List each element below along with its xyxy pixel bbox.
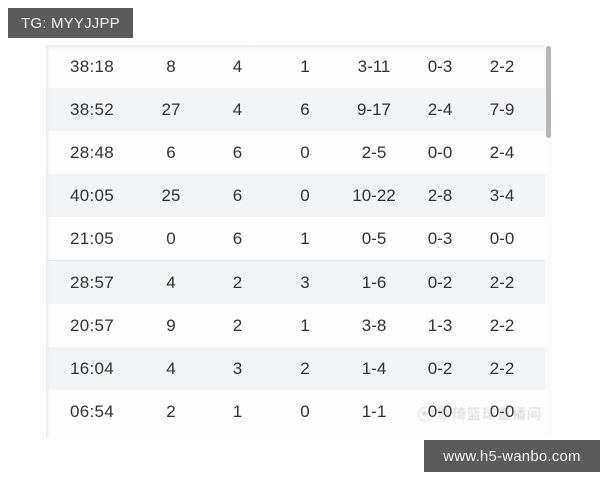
cell-ft: 0-0 bbox=[471, 217, 533, 261]
stats-table-panel[interactable]: 38:188413-110-32-2038:5227469-172-47-912… bbox=[46, 45, 552, 438]
cell-ast: 2 bbox=[271, 347, 339, 390]
cell-pts: 4 bbox=[138, 347, 204, 390]
cell-ft: 2-2 bbox=[471, 347, 533, 390]
cell-reb: 2 bbox=[204, 260, 271, 304]
cell-ast: 6 bbox=[271, 88, 339, 131]
panel-left-edge bbox=[46, 45, 50, 438]
cell-pts: 4 bbox=[138, 260, 204, 304]
panel-top-edge bbox=[46, 45, 552, 50]
cell-3p: 1-3 bbox=[409, 304, 471, 347]
cell-3p: 0-2 bbox=[409, 260, 471, 304]
cell-ast: 3 bbox=[271, 260, 339, 304]
cell-ast: 1 bbox=[271, 304, 339, 347]
cell-reb: 4 bbox=[204, 88, 271, 131]
cell-ft: 2-2 bbox=[471, 304, 533, 347]
cell-reb: 2 bbox=[204, 304, 271, 347]
cell-pts: 27 bbox=[138, 88, 204, 131]
cell-fg: 9-17 bbox=[339, 88, 409, 131]
cell-min: 28:48 bbox=[46, 131, 138, 174]
cell-fg: 3-8 bbox=[339, 304, 409, 347]
cell-fg: 0-5 bbox=[339, 217, 409, 261]
cell-reb: 3 bbox=[204, 347, 271, 390]
cell-fg: 1-1 bbox=[339, 390, 409, 433]
cell-3p: 0-3 bbox=[409, 217, 471, 261]
cell-pts: 0 bbox=[138, 217, 204, 261]
cell-min: 21:05 bbox=[46, 217, 138, 261]
cell-3p: 2-4 bbox=[409, 88, 471, 131]
cell-fg: 3-11 bbox=[339, 45, 409, 88]
cell-fg: 1-6 bbox=[339, 260, 409, 304]
cell-3p: 0-2 bbox=[409, 347, 471, 390]
cell-min: 06:54 bbox=[46, 390, 138, 433]
cell-3p: 0-0 bbox=[409, 390, 471, 433]
cell-3p: 2-8 bbox=[409, 174, 471, 217]
vertical-scrollbar-track[interactable] bbox=[545, 45, 552, 438]
cell-pts: 2 bbox=[138, 390, 204, 433]
cell-ft: 0-0 bbox=[471, 390, 533, 433]
cell-ft: 7-9 bbox=[471, 88, 533, 131]
cell-fg: 10-22 bbox=[339, 174, 409, 217]
cell-3p: 0-0 bbox=[409, 131, 471, 174]
vertical-scrollbar-thumb[interactable] bbox=[546, 46, 551, 138]
cell-ast: 1 bbox=[271, 217, 339, 261]
cell-reb: 6 bbox=[204, 217, 271, 261]
cell-min: 38:52 bbox=[46, 88, 138, 131]
cell-min: 38:18 bbox=[46, 45, 138, 88]
cell-min: 40:05 bbox=[46, 174, 138, 217]
cell-min: 28:57 bbox=[46, 260, 138, 304]
cell-pts: 6 bbox=[138, 131, 204, 174]
stats-table-body: 38:188413-110-32-2038:5227469-172-47-912… bbox=[46, 45, 552, 433]
cell-ft: 2-2 bbox=[471, 260, 533, 304]
cell-min: 20:57 bbox=[46, 304, 138, 347]
cell-reb: 6 bbox=[204, 131, 271, 174]
cell-reb: 4 bbox=[204, 45, 271, 88]
cell-pts: 25 bbox=[138, 174, 204, 217]
cell-reb: 1 bbox=[204, 390, 271, 433]
cell-ast: 0 bbox=[271, 174, 339, 217]
player-stats-table: 38:188413-110-32-2038:5227469-172-47-912… bbox=[46, 45, 552, 433]
cell-ft: 2-2 bbox=[471, 45, 533, 88]
telegram-handle-badge: TG: MYYJJPP bbox=[8, 8, 133, 38]
cell-ft: 2-4 bbox=[471, 131, 533, 174]
cell-3p: 0-3 bbox=[409, 45, 471, 88]
cell-pts: 8 bbox=[138, 45, 204, 88]
cell-reb: 6 bbox=[204, 174, 271, 217]
site-url-badge: www.h5-wanbo.com bbox=[424, 440, 600, 472]
cell-ast: 1 bbox=[271, 45, 339, 88]
cell-ast: 0 bbox=[271, 390, 339, 433]
cell-min: 16:04 bbox=[46, 347, 138, 390]
cell-pts: 9 bbox=[138, 304, 204, 347]
cell-ft: 3-4 bbox=[471, 174, 533, 217]
cell-ast: 0 bbox=[271, 131, 339, 174]
cell-fg: 2-5 bbox=[339, 131, 409, 174]
cell-fg: 1-4 bbox=[339, 347, 409, 390]
